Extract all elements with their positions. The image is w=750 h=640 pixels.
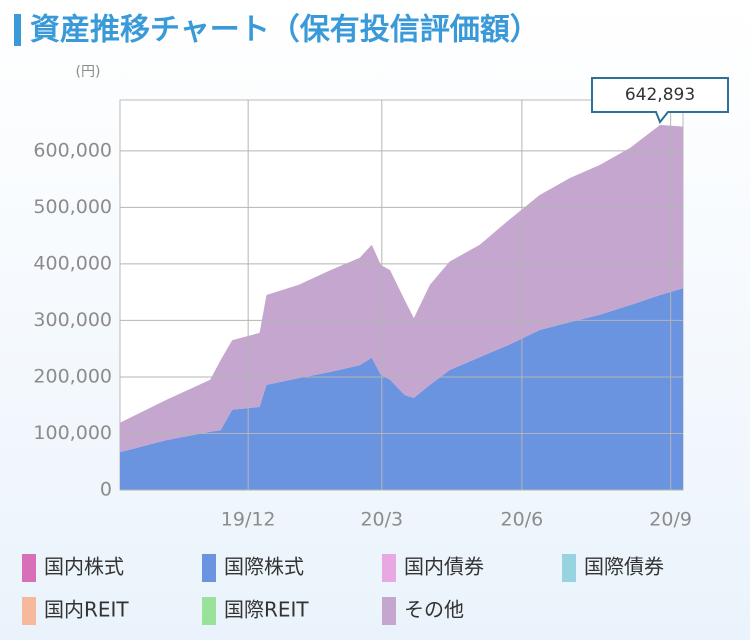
area xyxy=(120,124,683,453)
callout-box xyxy=(591,77,729,124)
y-tick-label: 500,000 xyxy=(33,196,112,218)
legend-swatch xyxy=(202,554,216,582)
title-bar xyxy=(14,14,21,46)
y-tick-label: 600,000 xyxy=(33,139,112,161)
areas xyxy=(120,124,683,490)
y-axis-label: (円) xyxy=(76,64,101,80)
y-tick-label: 100,000 xyxy=(33,422,112,444)
x-tick-label: 19/12 xyxy=(221,509,276,531)
area xyxy=(120,288,683,490)
y-tick-label: 400,000 xyxy=(33,252,112,274)
grid xyxy=(120,100,683,491)
callout-label: 642,893 xyxy=(625,85,695,105)
legend-label: 国際株式 xyxy=(224,555,304,579)
x-tick-label: 20/9 xyxy=(649,509,692,531)
x-tick-label: 20/6 xyxy=(501,509,544,531)
legend-label: その他 xyxy=(404,598,464,622)
legend-swatch xyxy=(382,554,396,582)
y-tick-label: 300,000 xyxy=(33,309,112,331)
legend-swatch xyxy=(202,597,216,625)
legend-label: 国内債券 xyxy=(404,555,484,579)
x-tick-label: 20/3 xyxy=(360,509,403,531)
legend-swatch xyxy=(22,597,36,625)
y-tick-label: 0 xyxy=(100,479,112,501)
legend-swatch xyxy=(562,554,576,582)
chart-title: 資産推移チャート（保有投信評価額） xyxy=(30,13,540,48)
legend-swatch xyxy=(22,554,36,582)
legend-label: 国内REIT xyxy=(44,598,129,622)
legend-label: 国際債券 xyxy=(584,555,664,579)
legend-label: 国内株式 xyxy=(44,555,124,579)
legend-label: 国際REIT xyxy=(224,598,309,622)
y-tick-label: 200,000 xyxy=(33,365,112,387)
legend-swatch xyxy=(382,597,396,625)
